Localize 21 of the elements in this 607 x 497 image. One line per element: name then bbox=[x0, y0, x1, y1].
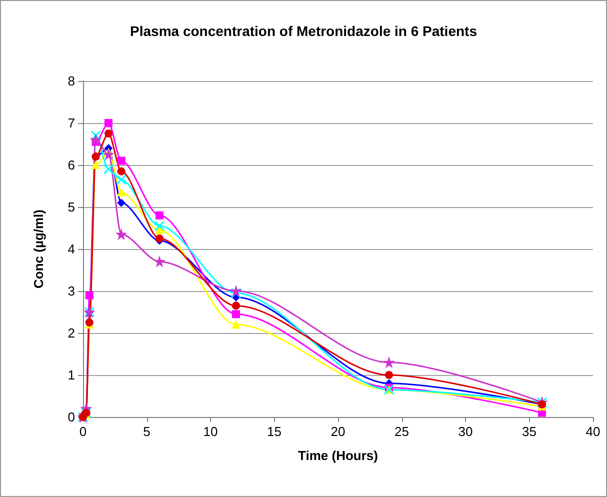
chart-title: Plasma concentration of Metronidazole in 6 Patients bbox=[130, 23, 478, 39]
y-axis-title: Conc (µg/ml) bbox=[31, 210, 46, 288]
x-tick-label: 15 bbox=[267, 424, 282, 439]
x-tick-label: 25 bbox=[394, 424, 409, 439]
y-tick-label: 2 bbox=[68, 326, 75, 340]
x-tick-label: 0 bbox=[79, 424, 87, 439]
y-tick-label: 0 bbox=[68, 410, 75, 424]
x-axis-title: Time (Hours) bbox=[298, 448, 378, 463]
x-tick-label: 30 bbox=[458, 424, 473, 439]
x-tick-label: 5 bbox=[143, 424, 150, 439]
y-tick-label: 7 bbox=[68, 116, 75, 130]
x-tick-label: 10 bbox=[203, 424, 218, 439]
y-tick-label: 4 bbox=[68, 242, 75, 256]
y-tick-label: 1 bbox=[68, 368, 75, 382]
y-tick-label: 5 bbox=[68, 200, 75, 214]
x-tick-label: 40 bbox=[586, 424, 600, 439]
x-tick-label: 20 bbox=[330, 424, 346, 439]
y-tick-label: 8 bbox=[68, 74, 75, 88]
y-tick-label: 3 bbox=[68, 284, 75, 298]
y-tick-label: 6 bbox=[68, 158, 75, 172]
x-tick-label: 35 bbox=[522, 424, 536, 439]
